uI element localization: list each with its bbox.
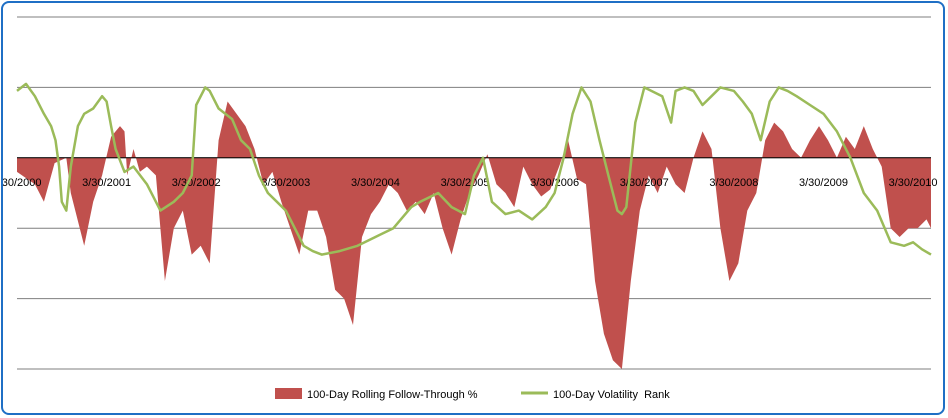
x-tick-label: 3/30/2004 [351, 177, 400, 189]
chart-svg: 3/30/2000 3/30/2001 3/30/2002 3/30/2003 3/30… [3, 16, 938, 401]
x-tick-label: 3/30/2008 [709, 177, 758, 189]
legend-label-follow-through: 100-Day Rolling Follow-Through % [307, 389, 478, 401]
x-tick-label: 3/30/2003 [261, 177, 310, 189]
x-tick-label: 3/30/2002 [172, 177, 221, 189]
grid-layer [17, 16, 931, 370]
series-follow-through-area [17, 101, 931, 369]
tick-layer: 3/30/2000 3/30/2001 3/30/2002 3/30/2003 3/30… [3, 177, 938, 189]
x-tick-label: 3/30/2001 [82, 177, 131, 189]
x-tick-label: 3/30/2010 [889, 177, 938, 189]
area-layer [17, 101, 931, 369]
legend: 100-Day Rolling Follow-Through % 100-Day… [275, 388, 670, 401]
x-tick-label: 3/30/2009 [799, 177, 848, 189]
series-volatility-line [16, 82, 932, 256]
x-tick-label: 3/30/2005 [441, 177, 490, 189]
legend-label-volatility: 100-Day Volatility Rank [553, 389, 670, 401]
x-tick-label: 3/30/2007 [620, 177, 669, 189]
x-tick-label: 3/30/2006 [530, 177, 579, 189]
legend-swatch-follow-through [275, 388, 302, 399]
x-tick-label: 3/30/2000 [3, 177, 41, 189]
line-layer [16, 82, 932, 256]
